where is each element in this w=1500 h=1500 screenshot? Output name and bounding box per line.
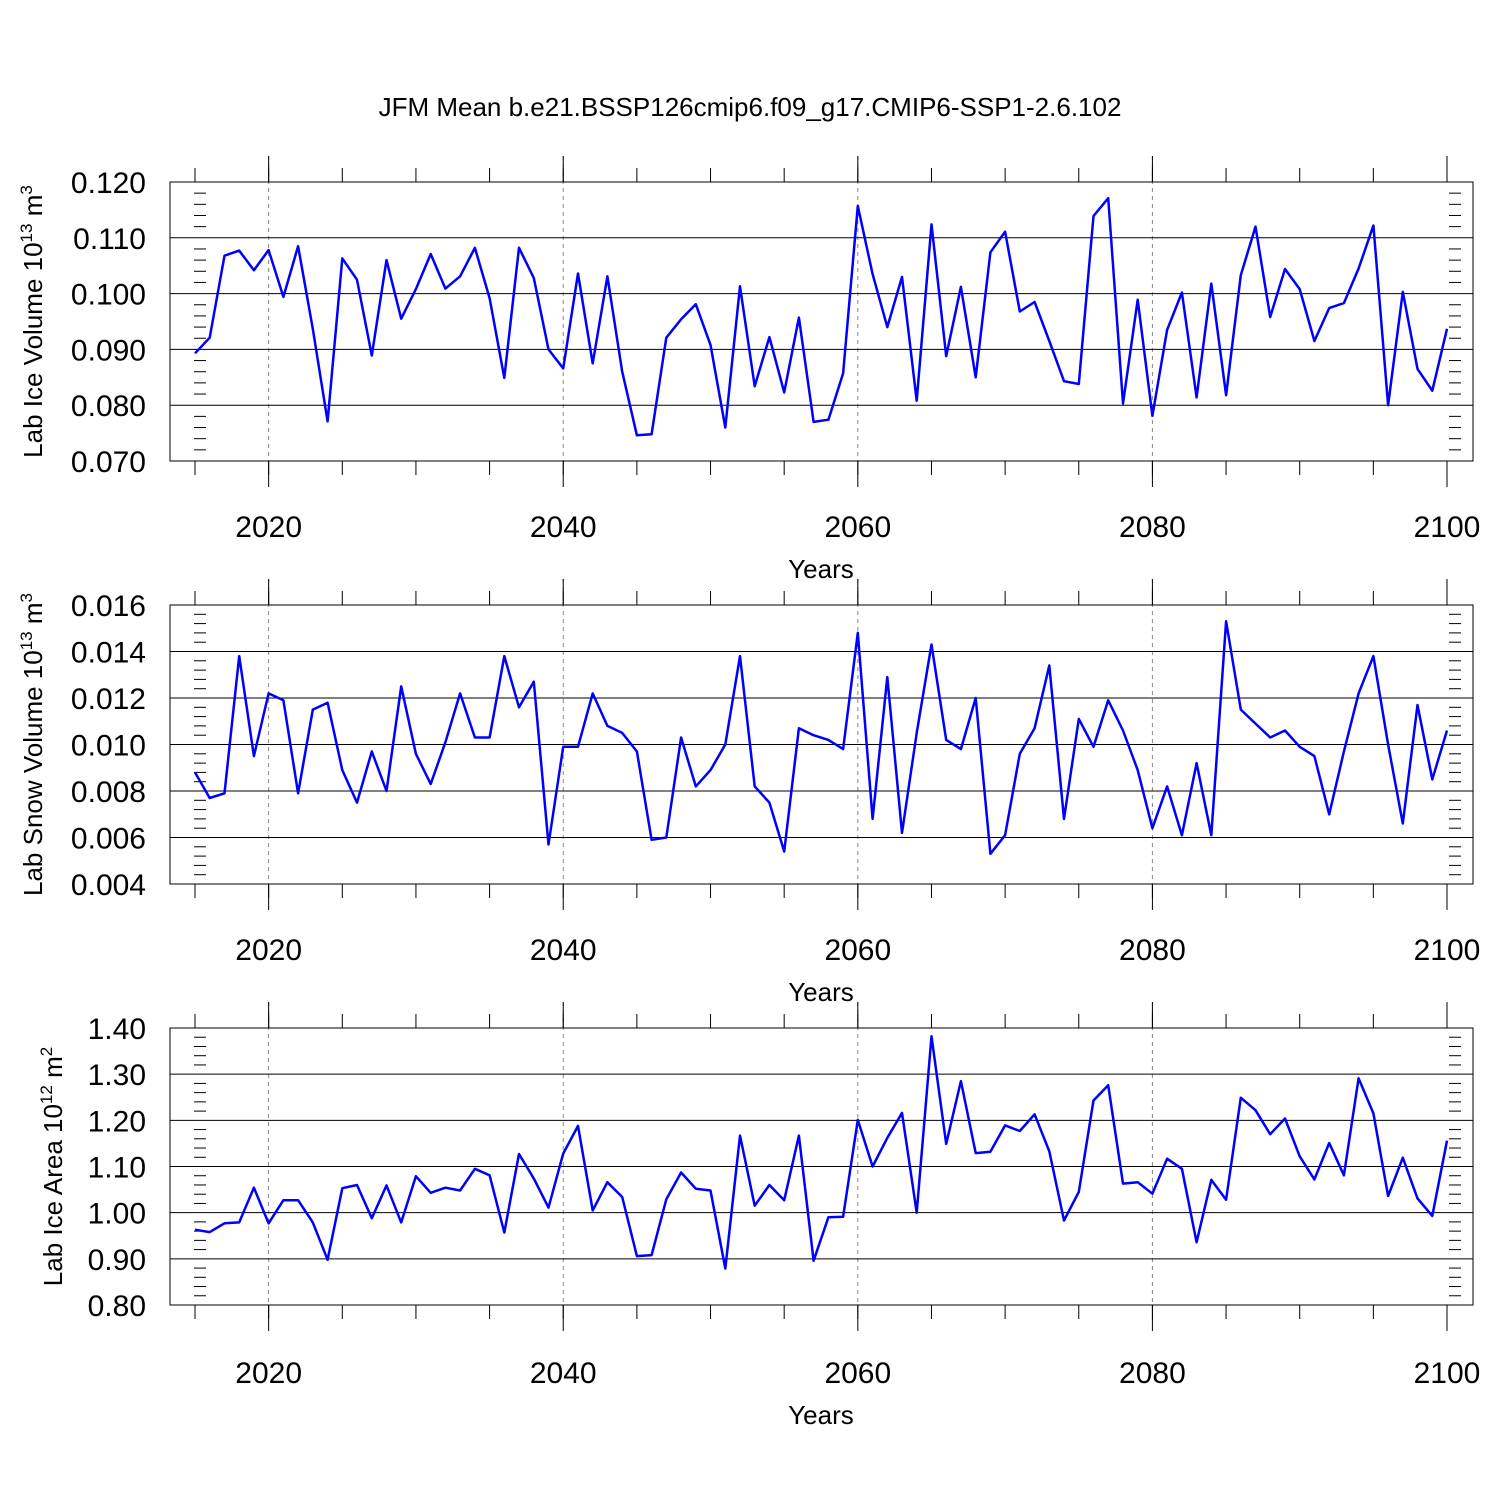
y-tick-label: 0.120	[71, 167, 146, 200]
x-tick-label: 2100	[1414, 511, 1481, 544]
x-tick-label: 2080	[1119, 511, 1186, 544]
x-axis-label: Years	[788, 554, 854, 584]
x-tick-label: 2020	[235, 511, 302, 544]
x-tick-label: 2100	[1414, 1357, 1481, 1390]
y-tick-label: 1.20	[88, 1105, 146, 1138]
y-tick-label: 0.100	[71, 279, 146, 312]
series-line	[194, 1035, 1449, 1270]
x-tick-label: 2060	[824, 511, 891, 544]
x-tick-label: 2020	[235, 934, 302, 967]
y-axis-label: Lab Snow Volume 1013 m3	[17, 593, 48, 896]
x-tick-label: 2100	[1414, 934, 1481, 967]
series-line	[194, 196, 1449, 437]
y-axis-label: Lab Ice Area 1012 m2	[37, 1047, 68, 1286]
x-axis-label: Years	[788, 977, 854, 1007]
x-tick-label: 2080	[1119, 1357, 1186, 1390]
x-tick-label: 2040	[530, 511, 597, 544]
y-tick-label: 1.10	[88, 1152, 146, 1185]
y-tick-label: 0.004	[71, 869, 146, 902]
y-tick-label: 0.090	[71, 334, 146, 367]
y-tick-label: 0.080	[71, 390, 146, 423]
panel-3: 2020 2040 2060 2080 2100 0.80 0.90 1.00 1.10 1.20…	[37, 1002, 1480, 1430]
x-tick-label: 2080	[1119, 934, 1186, 967]
y-tick-label: 0.070	[71, 446, 146, 479]
panel-2: 2020 2040 2060 2080 2100 0.004 0.006 0.008 0.010…	[17, 579, 1480, 1007]
y-tick-label: 1.40	[88, 1013, 146, 1046]
y-tick-label: 0.010	[71, 730, 146, 763]
x-axis-label: Years	[788, 1400, 854, 1430]
x-tick-label: 2040	[530, 1357, 597, 1390]
y-tick-label: 0.012	[71, 683, 146, 716]
panel-1: 2020 2040 2060 2080 2100 0.070 0.080 0.090 0.100…	[17, 156, 1480, 584]
x-tick-label: 2040	[530, 934, 597, 967]
y-tick-label: 0.016	[71, 590, 146, 623]
x-tick-label: 2020	[235, 1357, 302, 1390]
series-line	[193, 620, 1449, 856]
y-tick-label: 0.80	[88, 1290, 146, 1323]
y-tick-label: 1.30	[88, 1059, 146, 1092]
y-tick-label: 0.008	[71, 776, 146, 809]
y-tick-label: 0.110	[73, 223, 146, 256]
y-tick-label: 0.014	[71, 637, 146, 670]
x-tick-label: 2060	[824, 1357, 891, 1390]
y-tick-label: 0.006	[71, 823, 146, 856]
x-tick-label: 2060	[824, 934, 891, 967]
figure-title: JFM Mean b.e21.BSSP126cmip6.f09_g17.CMIP…	[378, 92, 1122, 122]
y-tick-label: 0.90	[88, 1244, 146, 1277]
y-axis-label: Lab Ice Volume 1013 m3	[17, 185, 48, 458]
y-tick-label: 1.00	[88, 1198, 146, 1231]
